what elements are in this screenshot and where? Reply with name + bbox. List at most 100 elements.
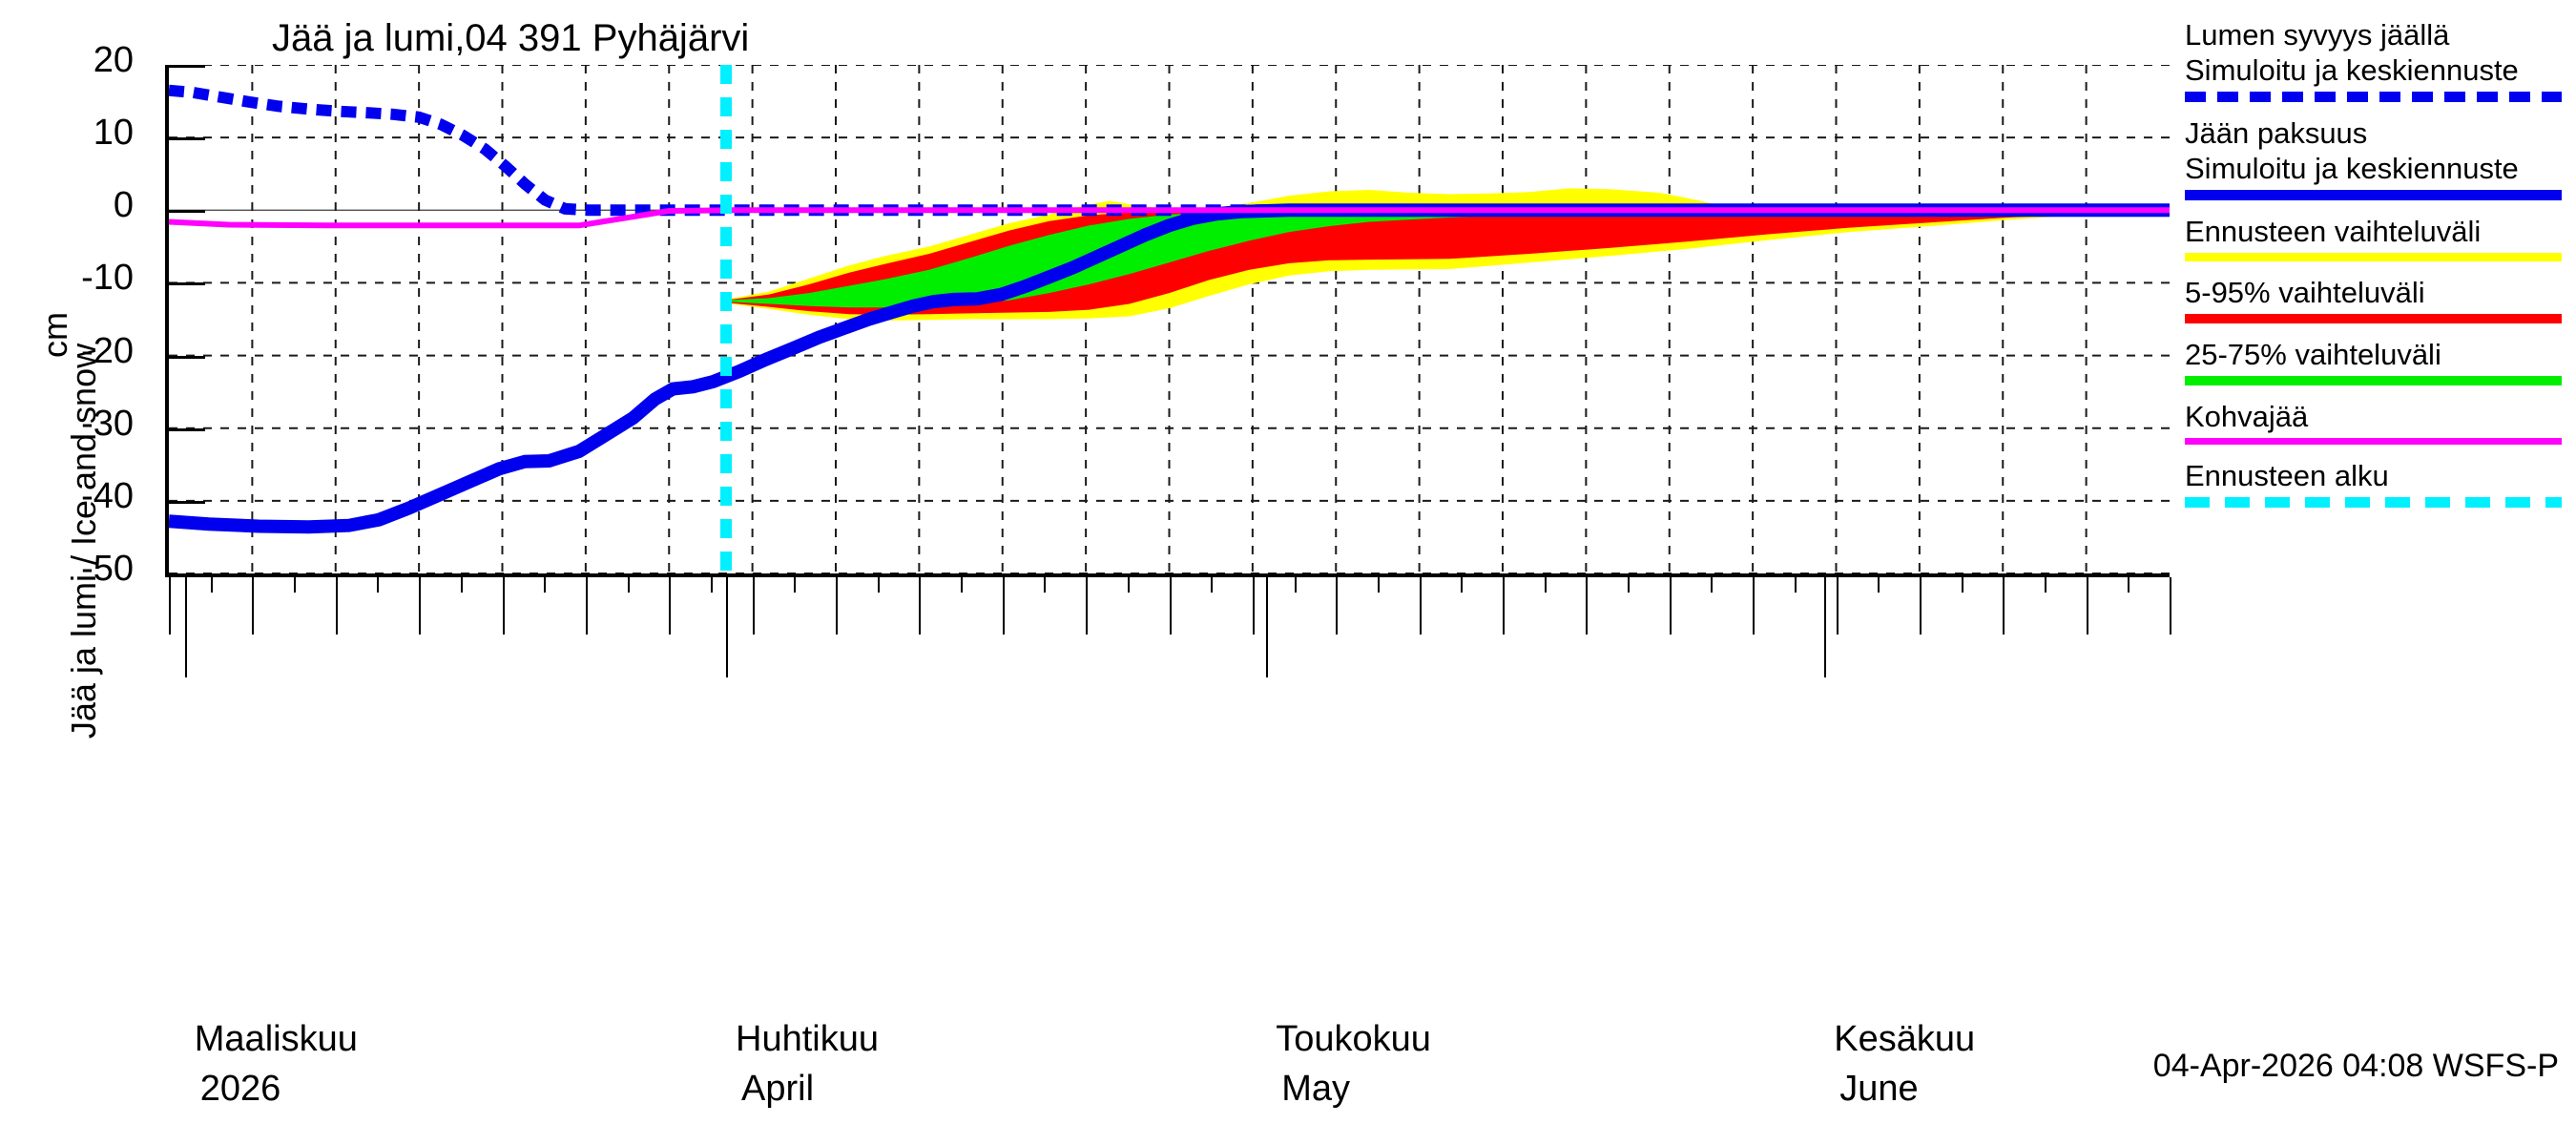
chart-legend: Lumen syvyys jäällä Simuloitu ja keskienn…	[2185, 17, 2576, 521]
legend-swatch-green-icon	[2185, 376, 2562, 385]
x-tick-minor	[877, 577, 880, 593]
y-tick-mark	[165, 210, 205, 214]
y-tick-label: -10	[81, 258, 134, 299]
x-tick-minor	[1794, 577, 1797, 593]
legend-swatch-red-icon	[2185, 314, 2562, 323]
x-month-tick	[1824, 577, 1827, 677]
x-tick-major	[502, 577, 505, 635]
x-tick-major	[419, 577, 422, 635]
x-month-label-en: April	[741, 1069, 815, 1109]
legend-item-subtitle: Simuloitu ja keskiennuste	[2185, 53, 2519, 87]
x-tick-minor	[2044, 577, 2046, 593]
x-month-label-fi: Kesäkuu	[1834, 1019, 1976, 1059]
series-line	[169, 84, 2170, 217]
x-month-tick	[184, 577, 187, 677]
legend-item-title: Ennusteen vaihteluväli	[2185, 215, 2482, 248]
x-tick-minor	[1211, 577, 1214, 593]
footer-timestamp: 04-Apr-2026 04:08 WSFS-P	[2152, 1048, 2559, 1084]
band-00ee00	[725, 210, 2170, 308]
x-month-tick	[1266, 577, 1269, 677]
plot-area	[169, 65, 2170, 573]
x-tick-major	[2086, 577, 2088, 635]
x-tick-minor	[1377, 577, 1380, 593]
legend-swatch-yellow-icon	[2185, 253, 2562, 261]
series-line	[169, 203, 2170, 534]
x-tick-minor	[1294, 577, 1297, 593]
legend-item: 5-95% vaihteluväli	[2185, 275, 2576, 323]
y-tick-label: 20	[93, 40, 134, 80]
legend-item-title: Kohvajää	[2185, 400, 2309, 433]
x-tick-major	[585, 577, 588, 635]
x-tick-minor	[961, 577, 964, 593]
y-tick-mark	[165, 500, 205, 504]
x-tick-major	[669, 577, 672, 635]
x-tick-major	[169, 577, 171, 635]
x-tick-minor	[544, 577, 547, 593]
x-month-label-fi: Maaliskuu	[194, 1019, 358, 1059]
x-tick-major	[1586, 577, 1589, 635]
legend-swatch-blue-dash-icon	[2185, 92, 2562, 102]
y-tick-label: 10	[93, 113, 134, 154]
x-tick-major	[1753, 577, 1755, 635]
legend-swatch-cyan-dash-icon	[2185, 497, 2562, 508]
y-tick-label: 0	[113, 185, 134, 226]
y-tick-mark	[165, 573, 205, 576]
x-tick-minor	[1961, 577, 1963, 593]
x-tick-minor	[1544, 577, 1547, 593]
x-tick-minor	[210, 577, 213, 593]
x-tick-major	[2170, 577, 2171, 635]
y-tick-mark	[165, 355, 205, 359]
x-tick-minor	[2128, 577, 2130, 593]
x-axis-line	[165, 573, 2170, 577]
legend-swatch-blue-solid-icon	[2185, 190, 2562, 200]
legend-item: Lumen syvyys jäällä Simuloitu ja keskienn…	[2185, 17, 2576, 102]
x-tick-minor	[794, 577, 797, 593]
legend-item-subtitle: Simuloitu ja keskiennuste	[2185, 152, 2519, 185]
x-tick-minor	[1878, 577, 1880, 593]
x-month-label-fi: Huhtikuu	[736, 1019, 879, 1059]
x-tick-major	[1002, 577, 1005, 635]
x-tick-minor	[627, 577, 630, 593]
x-tick-minor	[1461, 577, 1464, 593]
x-month-label-en: May	[1281, 1069, 1350, 1109]
page-title: Jää ja lumi,04 391 Pyhäjärvi	[272, 17, 750, 59]
legend-item-title: Lumen syvyys jäällä	[2185, 18, 2450, 52]
y-tick-mark	[165, 282, 205, 286]
x-tick-major	[1252, 577, 1255, 635]
legend-item: Kohvajää	[2185, 399, 2576, 445]
legend-item-title: 5-95% vaihteluväli	[2185, 276, 2425, 309]
x-tick-major	[1336, 577, 1339, 635]
legend-item-title: Ennusteen alku	[2185, 459, 2389, 492]
x-tick-minor	[1044, 577, 1047, 593]
x-month-tick	[726, 577, 728, 677]
series-line	[169, 207, 2170, 229]
x-month-label-fi: Toukokuu	[1276, 1019, 1431, 1059]
legend-item: Ennusteen vaihteluväli	[2185, 214, 2576, 261]
x-tick-major	[1836, 577, 1839, 635]
x-tick-minor	[294, 577, 297, 593]
legend-item: Ennusteen alku	[2185, 458, 2576, 508]
y-tick-label: -20	[81, 330, 134, 371]
x-tick-major	[836, 577, 838, 635]
legend-item: 25-75% vaihteluväli	[2185, 337, 2576, 385]
legend-item: Jään paksuus Simuloitu ja keskiennuste	[2185, 115, 2576, 200]
x-tick-major	[1419, 577, 1422, 635]
x-tick-major	[2003, 577, 2005, 635]
x-tick-major	[1169, 577, 1172, 635]
x-month-label-en: June	[1839, 1069, 1919, 1109]
x-tick-minor	[1628, 577, 1631, 593]
y-tick-label: -40	[81, 475, 134, 516]
y-tick-label: -30	[81, 403, 134, 444]
x-tick-major	[1086, 577, 1089, 635]
x-tick-major	[919, 577, 922, 635]
chart-svg	[169, 65, 2170, 573]
x-tick-minor	[460, 577, 463, 593]
x-tick-minor	[710, 577, 713, 593]
y-tick-mark	[165, 65, 205, 68]
x-tick-major	[1503, 577, 1505, 635]
x-tick-major	[752, 577, 755, 635]
data-series	[169, 84, 2170, 534]
legend-item-title: Jään paksuus	[2185, 116, 2368, 150]
x-tick-minor	[377, 577, 380, 593]
y-tick-mark	[165, 137, 205, 141]
